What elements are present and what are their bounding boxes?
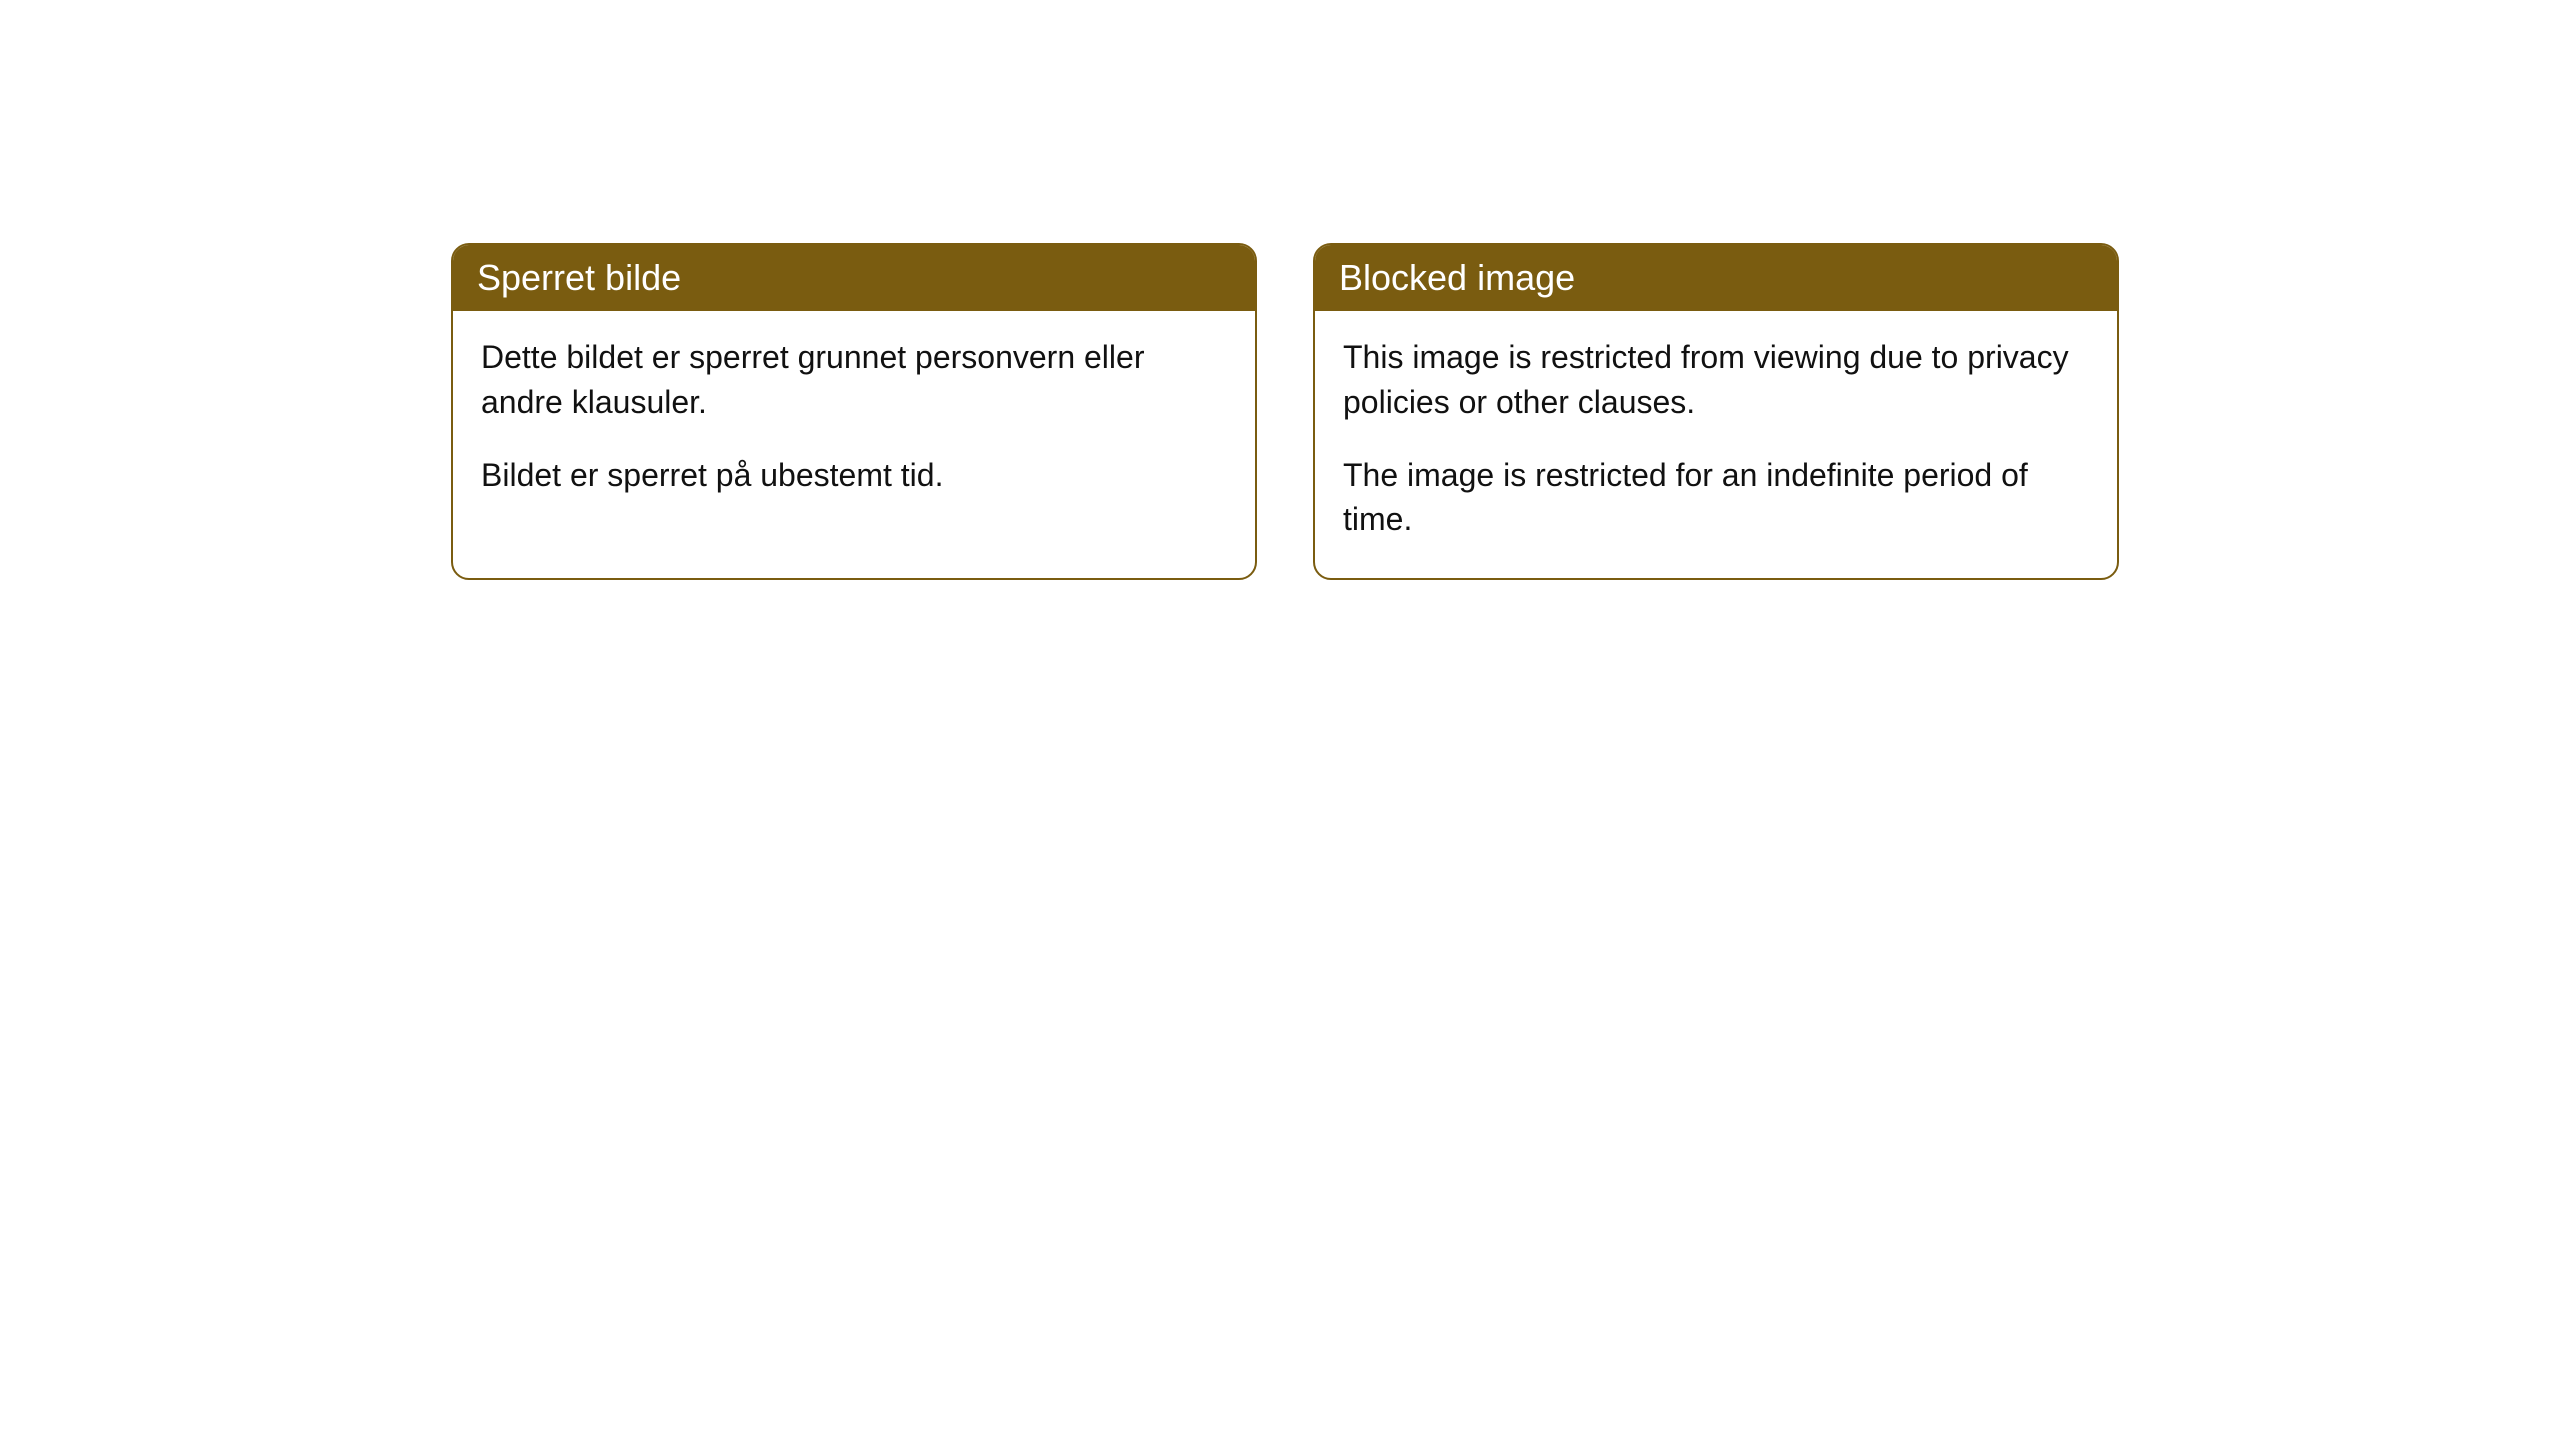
card-header: Sperret bilde	[453, 245, 1255, 311]
notice-card-english: Blocked image This image is restricted f…	[1313, 243, 2119, 580]
notice-card-norwegian: Sperret bilde Dette bildet er sperret gr…	[451, 243, 1257, 580]
notice-cards-container: Sperret bilde Dette bildet er sperret gr…	[451, 243, 2119, 580]
card-body: This image is restricted from viewing du…	[1315, 311, 2117, 578]
card-title: Sperret bilde	[477, 257, 681, 298]
card-paragraph: Bildet er sperret på ubestemt tid.	[481, 453, 1227, 498]
card-title: Blocked image	[1339, 257, 1575, 298]
card-body: Dette bildet er sperret grunnet personve…	[453, 311, 1255, 533]
card-paragraph: Dette bildet er sperret grunnet personve…	[481, 335, 1227, 425]
card-paragraph: This image is restricted from viewing du…	[1343, 335, 2089, 425]
card-header: Blocked image	[1315, 245, 2117, 311]
card-paragraph: The image is restricted for an indefinit…	[1343, 453, 2089, 543]
